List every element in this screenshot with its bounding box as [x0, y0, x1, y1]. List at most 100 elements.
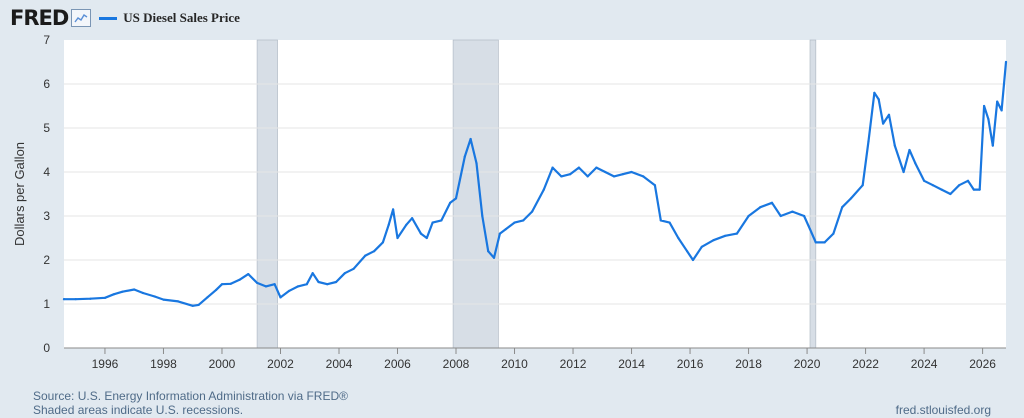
data-point[interactable]	[352, 267, 355, 270]
data-point[interactable]	[431, 221, 434, 224]
data-point[interactable]	[668, 221, 671, 224]
data-point[interactable]	[791, 210, 794, 213]
data-point[interactable]	[770, 201, 774, 204]
data-point[interactable]	[735, 232, 738, 235]
data-point[interactable]	[724, 234, 727, 237]
data-point[interactable]	[873, 91, 876, 94]
data-point[interactable]	[121, 290, 124, 293]
data-point[interactable]	[396, 236, 399, 240]
data-point[interactable]	[823, 241, 826, 244]
data-point[interactable]	[326, 283, 329, 286]
data-point[interactable]	[982, 104, 986, 108]
data-point[interactable]	[577, 166, 580, 169]
data-point[interactable]	[586, 175, 589, 178]
data-point[interactable]	[411, 217, 414, 220]
data-point[interactable]	[542, 188, 545, 191]
data-point[interactable]	[659, 219, 662, 222]
data-point[interactable]	[487, 250, 490, 253]
data-point[interactable]	[419, 232, 423, 235]
data-point[interactable]	[387, 223, 390, 226]
data-point[interactable]	[273, 283, 276, 286]
data-point[interactable]	[893, 144, 896, 147]
data-point[interactable]	[908, 148, 911, 152]
data-point[interactable]	[958, 184, 961, 187]
data-point[interactable]	[832, 232, 835, 235]
data-point[interactable]	[305, 283, 308, 286]
data-point[interactable]	[1004, 60, 1008, 64]
data-point[interactable]	[653, 184, 657, 187]
data-point[interactable]	[808, 228, 812, 231]
data-point[interactable]	[861, 184, 864, 187]
data-point[interactable]	[569, 173, 572, 176]
data-point[interactable]	[966, 179, 970, 182]
data-point[interactable]	[288, 289, 291, 292]
data-point[interactable]	[162, 298, 165, 301]
data-point[interactable]	[522, 219, 525, 222]
data-point[interactable]	[882, 122, 885, 125]
data-point[interactable]	[475, 162, 478, 165]
data-point[interactable]	[887, 113, 891, 116]
data-point[interactable]	[686, 250, 689, 253]
data-point[interactable]	[931, 184, 934, 187]
data-point[interactable]	[454, 197, 458, 200]
data-point[interactable]	[463, 155, 466, 158]
line-chart[interactable]: 0 1 2 3 4 5 6 7 1996 1998 2000 2002 2004 2006 2008 2010…	[0, 30, 1024, 375]
data-point[interactable]	[255, 281, 259, 284]
data-point[interactable]	[206, 296, 209, 299]
data-point[interactable]	[449, 201, 452, 204]
data-point[interactable]	[392, 208, 395, 211]
data-point[interactable]	[867, 140, 870, 143]
data-point[interactable]	[814, 241, 817, 244]
legend-label[interactable]: US Diesel Sales Price	[123, 10, 240, 25]
data-point[interactable]	[498, 232, 501, 235]
data-point[interactable]	[317, 280, 320, 284]
data-point[interactable]	[530, 210, 534, 213]
data-point[interactable]	[513, 221, 516, 224]
data-point[interactable]	[372, 250, 376, 253]
data-point[interactable]	[112, 293, 115, 296]
data-point[interactable]	[229, 282, 232, 285]
data-point[interactable]	[560, 175, 563, 178]
data-point[interactable]	[691, 258, 695, 262]
data-point[interactable]	[849, 197, 853, 200]
data-point[interactable]	[987, 118, 990, 121]
data-point[interactable]	[215, 288, 218, 292]
data-point[interactable]	[630, 170, 633, 174]
data-point[interactable]	[1000, 109, 1003, 112]
data-point[interactable]	[197, 303, 200, 306]
data-point[interactable]	[492, 256, 496, 259]
data-point[interactable]	[89, 297, 92, 300]
data-point[interactable]	[972, 188, 975, 191]
data-point[interactable]	[481, 214, 484, 218]
data-point[interactable]	[191, 304, 194, 307]
data-point[interactable]	[841, 206, 844, 209]
data-point[interactable]	[153, 295, 156, 298]
data-point[interactable]	[247, 272, 250, 276]
data-point[interactable]	[405, 223, 408, 226]
data-point[interactable]	[877, 98, 880, 101]
data-point[interactable]	[642, 175, 645, 178]
data-point[interactable]	[133, 288, 136, 291]
data-point[interactable]	[62, 298, 66, 301]
data-point[interactable]	[311, 272, 314, 275]
data-point[interactable]	[364, 254, 367, 257]
data-point[interactable]	[74, 298, 77, 301]
data-point[interactable]	[996, 100, 999, 103]
data-point[interactable]	[264, 285, 267, 288]
data-point[interactable]	[712, 239, 715, 242]
data-point[interactable]	[296, 285, 300, 288]
data-point[interactable]	[991, 144, 994, 147]
data-point[interactable]	[103, 296, 107, 299]
fred-logo[interactable]: FRED	[10, 5, 69, 30]
data-point[interactable]	[803, 214, 806, 218]
data-point[interactable]	[381, 241, 384, 244]
data-point[interactable]	[902, 170, 905, 174]
data-point[interactable]	[238, 278, 241, 281]
data-point[interactable]	[922, 179, 926, 182]
data-point[interactable]	[279, 296, 282, 299]
data-point[interactable]	[612, 175, 616, 178]
data-point[interactable]	[677, 236, 680, 240]
line-chart-icon[interactable]	[71, 9, 92, 27]
data-point[interactable]	[141, 291, 145, 295]
data-point[interactable]	[700, 245, 703, 248]
